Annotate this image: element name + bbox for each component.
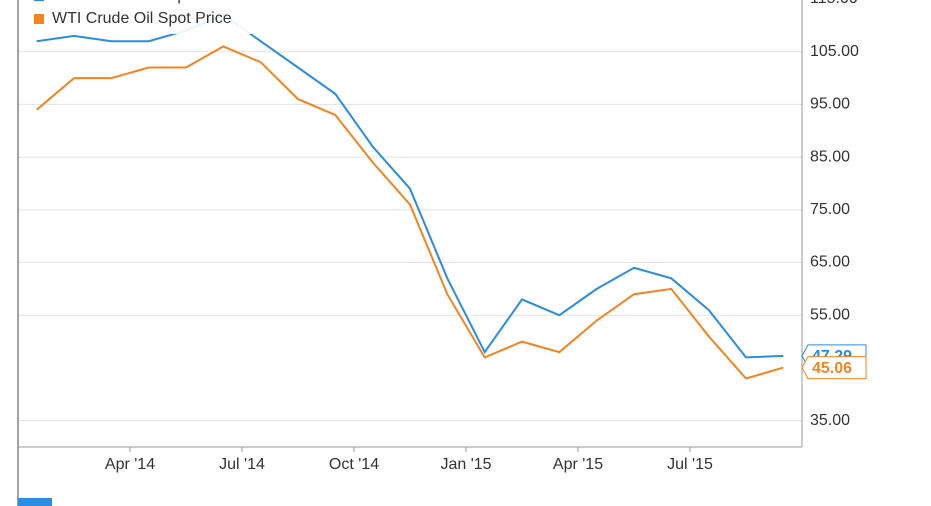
y-tick-label: 75.00 [810,201,850,218]
x-tick-label: Oct '14 [329,456,379,473]
last-value-label: 45.06 [812,360,852,377]
y-tick-label: 65.00 [810,254,850,271]
legend-label: Brent Crude Oil Spot Price [52,0,241,4]
x-tick-label: Apr '15 [553,456,603,473]
logo [18,498,52,506]
series-line [36,45,784,380]
y-tick-label: 35.00 [810,412,850,429]
last-value-tag [801,356,867,380]
y-tick-label: 55.00 [810,306,850,323]
x-tick-label: Apr '14 [105,456,155,473]
y-tick-label: 105.00 [810,43,859,60]
x-tick-label: Jul '14 [219,456,265,473]
y-tick-label: 95.00 [810,96,850,113]
legend-swatch [34,0,44,1]
legend-label: WTI Crude Oil Spot Price [52,10,232,27]
series-line [36,13,784,359]
legend-box [28,0,298,34]
y-tick-label: 85.00 [810,148,850,165]
x-tick-label: Jan '15 [440,456,491,473]
legend-swatch [34,14,44,24]
x-tick-label: Jul '15 [667,456,713,473]
y-tick-label: 115.00 [810,0,858,7]
